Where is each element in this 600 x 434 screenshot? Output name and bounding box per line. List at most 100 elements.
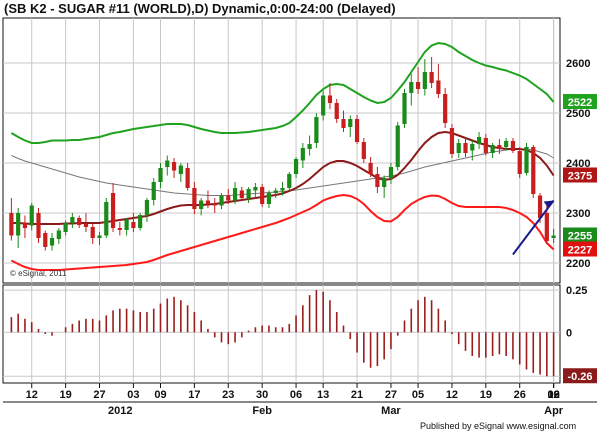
candle-body xyxy=(321,95,326,116)
candle-body xyxy=(178,165,183,174)
candle-body xyxy=(382,178,387,187)
last-value-tag-label: 2522 xyxy=(568,97,592,109)
candle-body xyxy=(463,143,468,153)
candle-body xyxy=(144,200,150,215)
candle-body xyxy=(307,144,312,149)
candle-body xyxy=(422,72,427,89)
date-tick-label: 09 xyxy=(547,389,559,401)
candle-body xyxy=(490,145,495,153)
date-tick-label: 13 xyxy=(317,389,329,401)
upper-band-line xyxy=(10,41,555,144)
candle-body xyxy=(70,217,75,223)
candle-body xyxy=(226,195,231,201)
candle-body xyxy=(476,137,482,144)
year-label: 2012 xyxy=(108,405,133,417)
oscillator-last-value-label: -0.26 xyxy=(567,371,592,383)
price-tick-label: 2500 xyxy=(566,108,590,120)
candle-body xyxy=(63,223,68,232)
candle-body xyxy=(185,168,190,188)
date-tick-label: 06 xyxy=(290,389,302,401)
date-tick-label: 19 xyxy=(480,389,492,401)
candle-body xyxy=(551,235,556,238)
trend-line xyxy=(512,199,555,256)
candle-body xyxy=(90,227,95,238)
last-value-tag-label: 2227 xyxy=(568,245,592,257)
candle-body xyxy=(341,119,346,128)
candle-body xyxy=(29,205,34,226)
candle-body xyxy=(327,95,333,103)
candle-body xyxy=(524,147,529,173)
last-value-tag xyxy=(563,241,597,257)
date-tick-label: 19 xyxy=(59,389,71,401)
month-label: Feb xyxy=(252,405,272,417)
candle-body xyxy=(293,159,299,174)
candle-body xyxy=(151,182,156,200)
candle-body xyxy=(36,213,41,238)
date-tick-label: 16 xyxy=(547,389,559,401)
candle-body xyxy=(483,138,488,153)
candle-body xyxy=(415,82,421,89)
candle-body xyxy=(436,80,441,94)
candle-body xyxy=(165,160,170,167)
candle-body xyxy=(219,195,224,206)
candle-body xyxy=(49,238,55,246)
candle-body xyxy=(300,148,305,161)
date-tick-label: 12 xyxy=(446,389,458,401)
candle-body xyxy=(22,223,28,228)
candle-body xyxy=(56,230,61,239)
oscillator-tick-label: 0.25 xyxy=(566,285,587,297)
date-axis-labels: 12 19 27 03 09 17 23 30 06 13 21 27 05 12 19 26 020916Fe… xyxy=(26,383,564,417)
lower-band-line xyxy=(10,193,555,271)
last-value-tag xyxy=(563,94,597,109)
oscillator-panel-frame xyxy=(2,284,561,384)
date-tick-label: 05 xyxy=(412,389,424,401)
price-candles xyxy=(9,57,556,251)
candle-body xyxy=(232,188,238,201)
price-tick-label: 2200 xyxy=(566,258,590,270)
date-tick-label: 23 xyxy=(222,389,234,401)
last-value-tag xyxy=(563,167,597,183)
price-tick-label: 2600 xyxy=(566,58,590,70)
candle-body xyxy=(517,151,522,174)
date-tick-label: 12 xyxy=(26,389,38,401)
date-tick-label: 26 xyxy=(514,389,526,401)
price-tick-label: 2400 xyxy=(566,158,590,170)
last-value-tag-label: 2375 xyxy=(568,171,592,183)
candle-body xyxy=(43,233,48,247)
candle-body xyxy=(266,193,272,204)
candle-body xyxy=(131,222,136,228)
candle-body xyxy=(443,94,448,123)
candle-body xyxy=(83,224,89,227)
candle-body xyxy=(409,82,414,93)
candle-body xyxy=(504,141,509,147)
date-tick-label: 27 xyxy=(93,389,105,401)
candle-body xyxy=(429,72,434,83)
month-label: Mar xyxy=(381,405,401,417)
candle-body xyxy=(9,213,14,236)
candle-body xyxy=(205,200,211,204)
candle-body xyxy=(314,117,319,143)
candle-body xyxy=(199,200,204,209)
oscillator-tick-label: 0 xyxy=(566,327,572,339)
date-tick-label: 17 xyxy=(188,389,200,401)
candle-body xyxy=(449,128,455,154)
candle-body xyxy=(531,147,536,194)
candle-body xyxy=(273,190,278,193)
candle-body xyxy=(544,213,549,241)
candle-body xyxy=(192,188,197,209)
price-tick-label: 2300 xyxy=(566,208,590,220)
candle-body xyxy=(138,215,143,228)
candle-body xyxy=(510,141,516,151)
oscillator-bars xyxy=(10,290,555,377)
publisher-note: Published by eSignal www.esignal.com xyxy=(420,421,577,431)
candle-body xyxy=(334,103,339,119)
candle-body xyxy=(280,188,285,191)
candle-body xyxy=(361,142,366,159)
candle-body xyxy=(158,168,163,182)
last-value-tag-label: 2255 xyxy=(568,231,592,243)
candle-body xyxy=(212,204,217,206)
last-value-tag xyxy=(563,227,597,243)
candle-body xyxy=(110,193,116,228)
